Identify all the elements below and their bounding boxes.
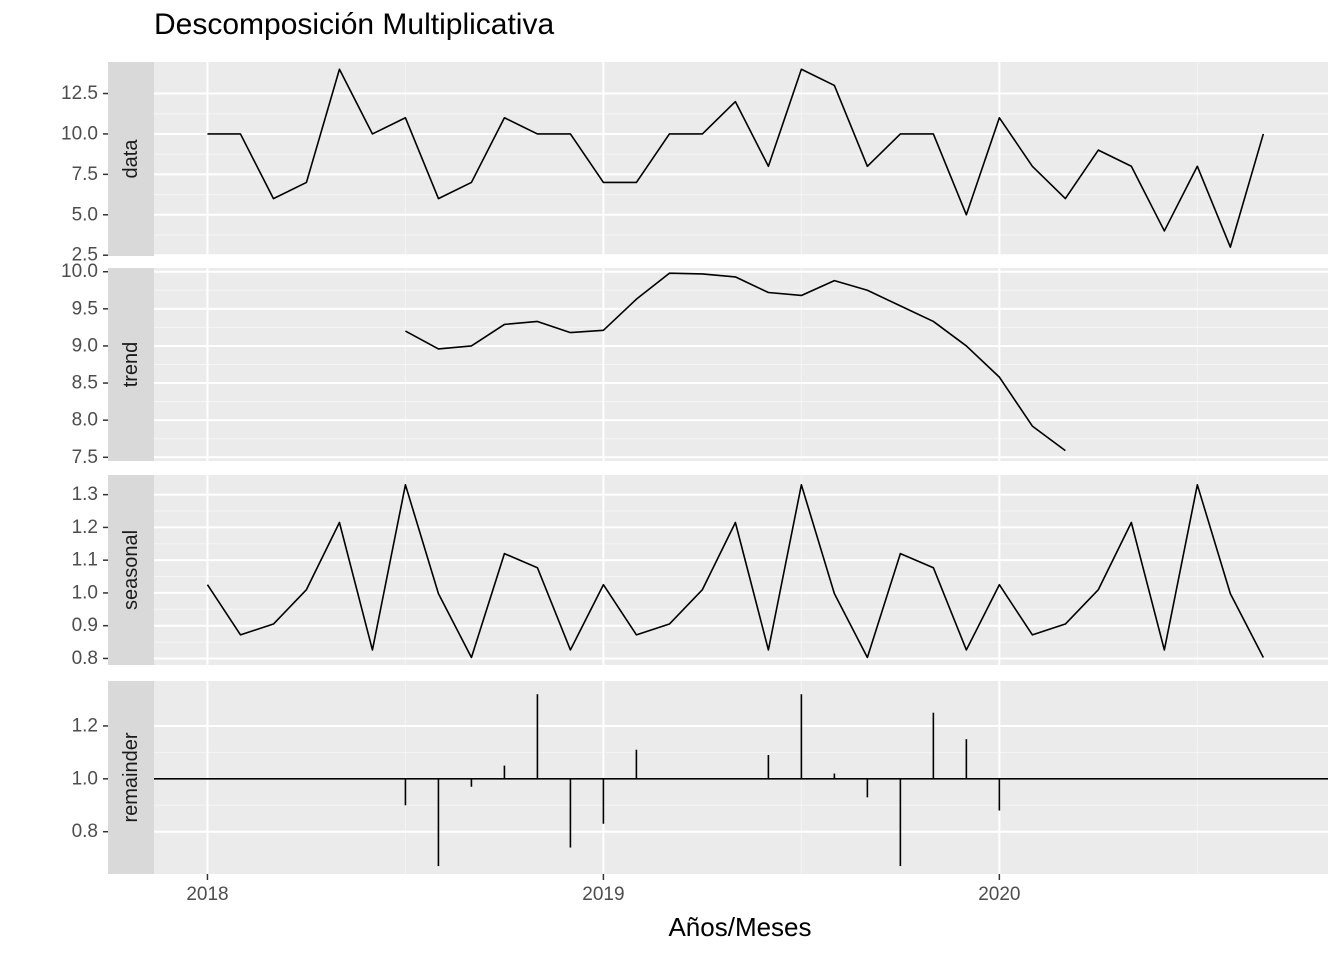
x-axis-label: Años/Meses — [668, 912, 812, 942]
y-tick-label-data: 12.5 — [61, 83, 98, 104]
y-tick-label-remainder: 1.2 — [72, 715, 98, 736]
panel-background-seasonal — [154, 475, 1328, 665]
y-tick-label-data: 5.0 — [72, 204, 98, 225]
y-tick-label-seasonal: 1.0 — [72, 582, 98, 603]
series-line-trend — [405, 272, 1066, 452]
y-tick-label-seasonal: 0.9 — [72, 615, 98, 636]
y-tick-label-trend: 7.5 — [72, 447, 98, 468]
y-tick-label-trend: 8.0 — [72, 410, 98, 431]
y-tick-label-data: 2.5 — [72, 245, 98, 266]
y-tick-label-seasonal: 0.8 — [72, 648, 98, 669]
strip-label-seasonal: seasonal — [120, 530, 142, 610]
y-tick-label-trend: 9.0 — [72, 335, 98, 356]
y-tick-label-seasonal: 1.1 — [72, 550, 98, 571]
x-tick-label: 2020 — [978, 884, 1020, 905]
y-tick-label-trend: 8.5 — [72, 373, 98, 394]
panel-strip-seasonal — [108, 475, 154, 665]
strip-label-data: data — [120, 139, 142, 179]
y-tick-label-remainder: 1.0 — [72, 768, 98, 789]
y-tick-label-trend: 10.0 — [61, 261, 98, 282]
y-tick-label-data: 7.5 — [72, 164, 98, 185]
y-tick-label-seasonal: 1.2 — [72, 517, 98, 538]
panel-strip-trend — [108, 268, 154, 461]
strip-label-remainder: remainder — [120, 732, 142, 822]
panel-strip-data — [108, 62, 154, 256]
y-tick-label-seasonal: 1.3 — [72, 484, 98, 505]
panel-background-remainder — [154, 681, 1328, 874]
y-tick-label-trend: 9.5 — [72, 298, 98, 319]
series-line-data — [207, 68, 1265, 248]
series-line-seasonal — [206, 484, 1265, 659]
panel-background-data — [154, 62, 1328, 256]
chart-title: Descomposición Multiplicativa — [154, 8, 555, 41]
x-tick-label: 2019 — [582, 884, 624, 905]
y-tick-label-remainder: 0.8 — [72, 821, 98, 842]
y-tick-label-data: 10.0 — [61, 123, 98, 144]
strip-label-trend: trend — [120, 342, 142, 388]
panel-strip-remainder — [108, 681, 154, 874]
x-tick-label: 2018 — [186, 884, 228, 905]
